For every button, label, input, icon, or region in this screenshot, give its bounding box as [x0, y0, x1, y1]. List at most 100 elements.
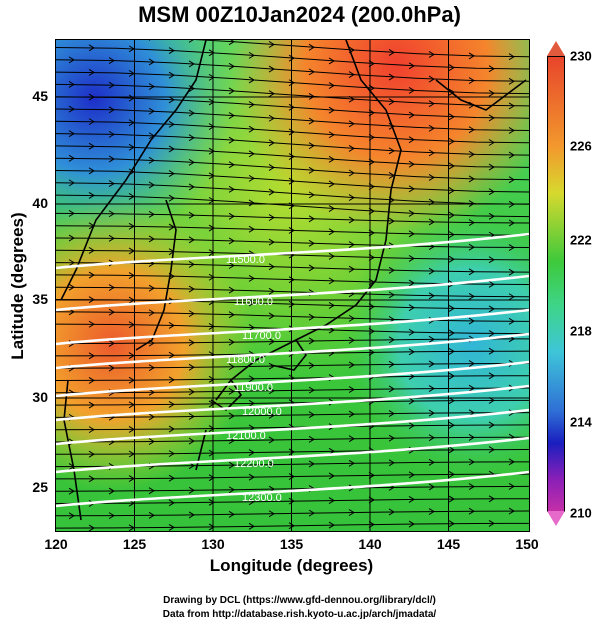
wind-arrow	[308, 117, 315, 125]
wind-arrow	[468, 360, 475, 368]
wind-arrow	[488, 188, 495, 196]
wind-arrow	[228, 461, 235, 469]
wind-arrow	[248, 199, 255, 207]
wind-arrow	[128, 376, 135, 384]
wind-streamline	[56, 485, 529, 492]
wind-arrow	[448, 397, 455, 405]
wind-arrow	[408, 210, 415, 217]
wind-streamline	[56, 120, 529, 144]
wind-arrow	[268, 312, 275, 320]
wind-arrow	[228, 40, 235, 46]
wind-arrow	[208, 123, 215, 131]
contour-label: 12300.0	[242, 492, 282, 504]
wind-arrow	[268, 436, 275, 444]
wind-arrow	[328, 326, 335, 334]
wind-arrow	[88, 524, 95, 531]
wind-arrow	[188, 437, 195, 445]
wind-arrow	[308, 386, 315, 394]
wind-arrow	[468, 126, 475, 134]
wind-arrow	[108, 234, 115, 242]
wind-arrow	[368, 327, 375, 335]
wind-streamline	[56, 182, 529, 205]
wind-arrow	[468, 175, 475, 183]
wind-arrow	[268, 41, 275, 48]
wind-streamline	[56, 96, 529, 119]
wind-arrow	[228, 510, 235, 518]
wind-streamline	[56, 498, 529, 504]
wind-arrow	[408, 328, 415, 336]
wind-arrow	[188, 486, 195, 494]
wind-arrow	[308, 166, 315, 174]
wind-arrow	[368, 183, 375, 191]
wind-arrow	[428, 360, 435, 368]
wind-streamline	[56, 71, 529, 95]
wind-arrow	[268, 263, 275, 271]
wind-arrow	[388, 291, 395, 299]
colorbar-label: 222	[570, 232, 592, 248]
wind-arrow	[448, 348, 455, 355]
wind-arrow	[68, 487, 75, 495]
wind-arrow	[368, 207, 375, 215]
wind-arrow	[348, 95, 355, 103]
wind-arrow	[348, 265, 355, 273]
contour-label: 11800.0	[226, 354, 265, 366]
wind-arrow	[88, 44, 95, 52]
wind-arrow	[468, 433, 475, 441]
wind-arrow	[388, 459, 395, 467]
wind-streamline	[56, 449, 529, 455]
wind-arrow	[448, 113, 455, 121]
wind-arrow	[228, 311, 235, 319]
wind-streamline	[56, 212, 529, 224]
y-tick-label: 45	[32, 88, 48, 104]
wind-arrow	[448, 446, 455, 454]
wind-streamline	[56, 237, 529, 249]
wind-arrow	[408, 495, 415, 503]
wind-arrow	[268, 287, 275, 295]
wind-arrow	[108, 340, 115, 347]
wind-arrow	[188, 60, 195, 68]
wind-arrow	[388, 410, 395, 417]
wind-arrow	[288, 473, 295, 480]
wind-arrow	[348, 241, 355, 249]
wind-arrow	[488, 421, 495, 429]
wind-arrow	[188, 85, 195, 92]
wind-arrow	[348, 71, 355, 79]
wind-arrow	[88, 142, 95, 150]
wind-arrow	[348, 120, 355, 128]
y-tick-label: 35	[32, 291, 48, 307]
wind-arrow	[348, 435, 355, 443]
wind-arrow	[488, 280, 495, 288]
wind-arrow	[348, 216, 355, 224]
wind-arrow	[268, 65, 275, 73]
wind-arrow	[108, 57, 115, 64]
wind-arrow	[508, 293, 515, 301]
wind-arrow	[188, 211, 195, 219]
wind-arrow	[388, 434, 395, 442]
wind-arrow	[168, 351, 175, 359]
wind-arrow	[248, 150, 255, 158]
wind-streamline	[56, 47, 529, 70]
wind-arrow	[248, 449, 255, 456]
x-tick-label: 140	[358, 536, 382, 552]
y-axis-label: Latitude (degrees)	[8, 212, 27, 360]
wind-arrow	[488, 330, 495, 337]
wind-arrow	[488, 114, 495, 122]
wind-arrow	[448, 88, 455, 96]
wind-arrow	[88, 320, 95, 328]
wind-arrow	[88, 352, 95, 360]
wind-arrow	[388, 266, 395, 274]
wind-arrow	[408, 87, 415, 94]
wind-arrow	[308, 93, 315, 100]
wind-arrow	[328, 131, 335, 139]
wind-arrow	[268, 338, 275, 345]
height-contour	[56, 470, 529, 508]
wind-arrow	[308, 509, 315, 517]
wind-arrow	[68, 154, 75, 162]
wind-arrow	[208, 98, 215, 106]
wind-arrow	[268, 510, 275, 518]
wind-arrow	[268, 411, 275, 419]
wind-arrow	[428, 51, 435, 58]
wind-arrow	[148, 107, 155, 115]
wind-arrow	[328, 447, 335, 455]
wind-arrow	[388, 508, 395, 516]
